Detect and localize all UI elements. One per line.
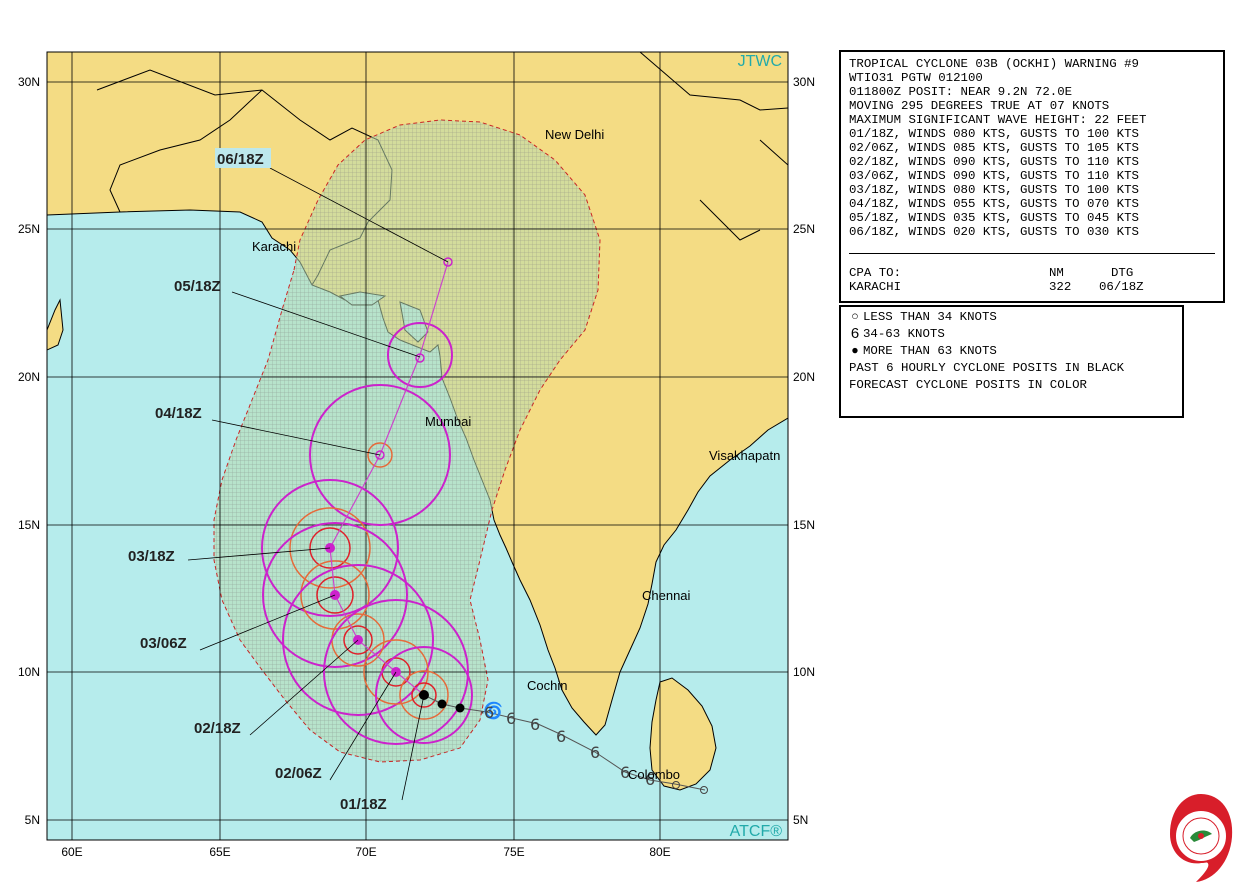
sri-lanka-land	[649, 677, 717, 791]
svg-text:6: 6	[506, 709, 516, 728]
lat-label-20n: 20N	[18, 370, 40, 384]
forecast-label-0518: 05/18Z	[174, 278, 221, 295]
legend-item: 6 34-63 KNOTS	[850, 326, 945, 343]
warning-divider	[849, 253, 1215, 254]
warning-line: TROPICAL CYCLONE 03B (OCKHI) WARNING #9	[849, 57, 1139, 71]
lat-label-5n: 5N	[25, 813, 40, 827]
cpa-place: KARACHI	[849, 280, 902, 294]
open-circle-icon: ○	[851, 310, 859, 324]
legend-item: PAST 6 HOURLY CYCLONE POSITS IN BLACK	[849, 361, 1125, 375]
legend-item: ● MORE THAN 63 KNOTS	[849, 343, 1174, 360]
lat-lon-grid	[47, 52, 788, 840]
svg-text:·: ·	[480, 703, 485, 722]
warning-line: 04/18Z, WINDS 055 KTS, GUSTS TO 070 KTS	[849, 197, 1139, 211]
cpa-nm-header: NM	[1049, 266, 1064, 280]
place-colombo: Colombo	[628, 767, 680, 782]
forecast-label-0418: 04/18Z	[155, 405, 202, 422]
legend-item: ○ LESS THAN 34 KNOTS	[849, 309, 1174, 326]
cpa-table: CPA TO: NM DTG KARACHI 322 06/18Z	[849, 266, 1215, 294]
lat-label-25n: 25N	[18, 222, 40, 236]
cpa-data-row: KARACHI 322 06/18Z	[849, 280, 1215, 294]
forecast-label-0118: 01/18Z	[340, 796, 387, 813]
warning-line: 01/18Z, WINDS 080 KTS, GUSTS TO 100 KTS	[849, 127, 1139, 141]
forecast-label-0206: 02/06Z	[275, 765, 322, 782]
lon-label-60e: 60E	[61, 845, 82, 859]
arabia-land	[47, 52, 64, 351]
warning-line: MOVING 295 DEGREES TRUE AT 07 KNOTS	[849, 99, 1110, 113]
warning-box: TROPICAL CYCLONE 03B (OCKHI) WARNING #9 …	[839, 50, 1225, 303]
lat-label-right-10n: 10N	[793, 665, 815, 679]
place-chennai: Chennai	[642, 588, 691, 603]
svg-text:6: 6	[590, 743, 600, 762]
warning-line: 011800Z POSIT: NEAR 9.2N 72.0E	[849, 85, 1073, 99]
forecast-label-0306: 03/06Z	[140, 635, 187, 652]
forecast-label-0218: 02/18Z	[194, 720, 241, 737]
cpa-nm: 322	[1049, 280, 1072, 294]
danger-area-hatch	[214, 120, 600, 762]
legend-item: FORECAST CYCLONE POSITS IN COLOR	[849, 378, 1087, 392]
lon-label-70e: 70E	[355, 845, 376, 859]
warning-line: 02/18Z, WINDS 090 KTS, GUSTS TO 110 KTS	[849, 155, 1139, 169]
warning-line: MAXIMUM SIGNIFICANT WAVE HEIGHT: 22 FEET	[849, 113, 1147, 127]
jtwc-credit: JTWC	[738, 53, 782, 70]
map-frame	[46, 51, 789, 841]
lat-label-right-30n: 30N	[793, 75, 815, 89]
atcf-credit: ATCF®	[730, 823, 783, 840]
svg-text:6: 6	[484, 703, 494, 722]
tropical-storm-icon: 6	[850, 326, 860, 343]
cpa-dtg-header: DTG	[1111, 266, 1134, 280]
warning-line: 05/18Z, WINDS 035 KTS, GUSTS TO 045 KTS	[849, 211, 1139, 225]
lon-label-75e: 75E	[503, 845, 524, 859]
warning-line: WTIO31 PGTW 012100	[849, 71, 983, 85]
legend-box: ○ LESS THAN 34 KNOTS 6 34-63 KNOTS ● MOR…	[839, 305, 1184, 418]
place-karachi: Karachi	[252, 239, 296, 254]
hurricane-icon: ●	[851, 344, 859, 358]
cpa-header-row: CPA TO: NM DTG	[849, 266, 1215, 280]
warning-line: 03/18Z, WINDS 080 KTS, GUSTS TO 100 KTS	[849, 183, 1139, 197]
svg-text:🌀: 🌀	[483, 701, 503, 720]
forecast-label-0618: 06/18Z	[217, 151, 264, 168]
svg-text:6: 6	[645, 770, 655, 789]
warning-line: 03/06Z, WINDS 090 KTS, GUSTS TO 110 KTS	[849, 169, 1139, 183]
svg-text:6: 6	[530, 715, 540, 734]
place-cochin: Cochin	[527, 678, 567, 693]
lat-label-15n: 15N	[18, 518, 40, 532]
forecast-label-0318: 03/18Z	[128, 548, 175, 565]
jtwc-seal-icon	[1170, 794, 1233, 882]
place-new-delhi: New Delhi	[545, 127, 604, 142]
lat-label-10n: 10N	[18, 665, 40, 679]
warning-line: 02/06Z, WINDS 085 KTS, GUSTS TO 105 KTS	[849, 141, 1139, 155]
lat-label-right-20n: 20N	[793, 370, 815, 384]
label-leaders	[187, 167, 449, 801]
lat-label-right-25n: 25N	[793, 222, 815, 236]
cpa-label: CPA TO:	[849, 266, 902, 280]
lat-label-right-15n: 15N	[793, 518, 815, 532]
wind-radii	[261, 322, 473, 745]
lat-label-right-5n: 5N	[793, 813, 808, 827]
lon-label-65e: 65E	[209, 845, 230, 859]
lat-label-30n: 30N	[18, 75, 40, 89]
svg-text:6: 6	[556, 727, 566, 746]
place-visakhapatnam: Visakhapatn	[709, 448, 780, 463]
forecast-track	[329, 261, 449, 696]
past-storm-symbols: · 6 6 6 6 6 6 6	[480, 703, 708, 794]
lon-label-80e: 80E	[649, 845, 670, 859]
warning-line: 06/18Z, WINDS 020 KTS, GUSTS TO 030 KTS	[849, 225, 1139, 239]
place-mumbai: Mumbai	[425, 414, 471, 429]
svg-text:6: 6	[620, 763, 630, 782]
label-bg-0618	[215, 148, 271, 168]
cpa-dtg: 06/18Z	[1099, 280, 1144, 294]
